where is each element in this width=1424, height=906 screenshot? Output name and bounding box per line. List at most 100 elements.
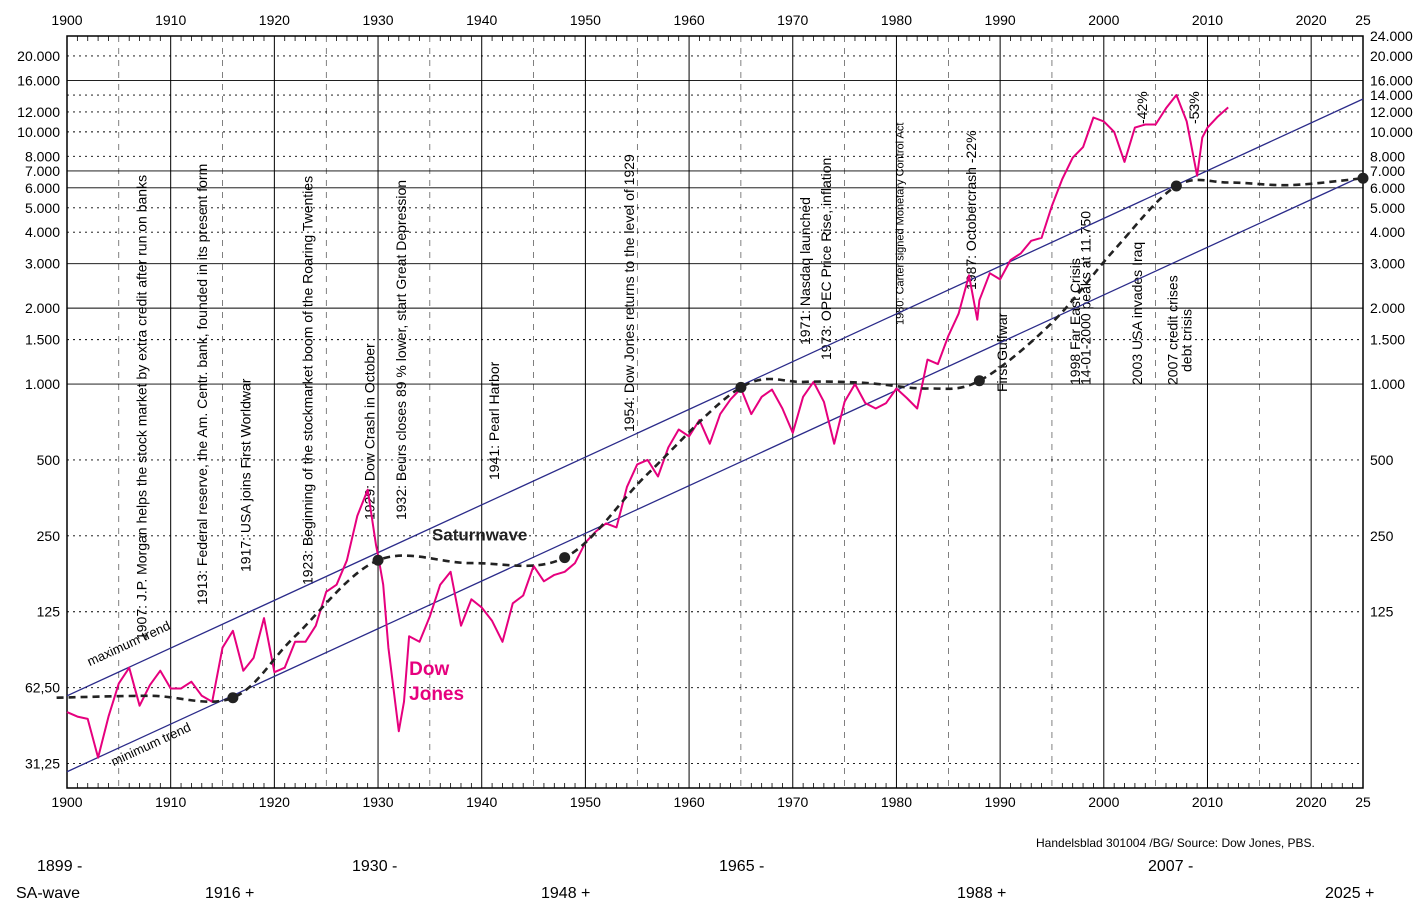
x-tick-label-bottom: 1920 [259, 794, 290, 810]
sa-wave-label: SA-wave [16, 885, 81, 902]
x-tick-label-top: 1920 [259, 12, 290, 28]
x-tick-label-top: 1910 [155, 12, 186, 28]
saturnwave-point [1170, 180, 1182, 192]
x-tick-label-top: 1940 [466, 12, 497, 28]
dow-jones-series [66, 94, 1229, 759]
y-tick-label-right: 8.000 [1370, 148, 1405, 164]
x-tick-label-top: 1970 [777, 12, 808, 28]
minimum-trend-label: minimum trend [109, 719, 193, 769]
y-tick-label-right: 500 [1370, 452, 1394, 468]
saturnwave-point [973, 375, 985, 387]
x-tick-label-top: 2020 [1296, 12, 1327, 28]
y-tick-label-right: 1.000 [1370, 376, 1405, 392]
wave-date-1930: 1930 - [352, 858, 398, 875]
event-label: 1954: Dow Jones returns to the level of … [621, 154, 637, 432]
wave-date-1988: 1988 + [957, 885, 1007, 902]
dow-jones-label-line2: Jones [409, 684, 464, 705]
event-label: 1923: Beginning of the stockmarket boom … [299, 176, 315, 585]
tick-labels: 1900 1900 1910 1910 1920 1920 1930 1930 1940 1940… [17, 12, 1413, 810]
plot-frame [66, 35, 1364, 789]
x-tick-label-top: 1900 [51, 12, 82, 28]
y-tick-label-left: 16.000 [17, 72, 60, 88]
x-tick-label-bottom: 1960 [674, 794, 705, 810]
source-note: Handelsblad 301004 /BG/ Source: Dow Jone… [1036, 836, 1315, 850]
y-tick-label-left: 20.000 [17, 48, 60, 64]
saturnwave-point [227, 692, 239, 704]
saturnwave-label: Saturnwave [432, 525, 527, 544]
wave-date-1916: 1916 + [205, 885, 255, 902]
y-tick-label-left: 7.000 [25, 163, 60, 179]
y-tick-label-left: 500 [37, 452, 61, 468]
wave-date-1965: 1965 - [719, 858, 765, 875]
saturnwave-point [735, 381, 747, 393]
dow-jones-chart: 1900 1900 1910 1910 1920 1920 1930 1930 1940 1940… [17, 12, 1413, 810]
x-tick-label-top: 1990 [985, 12, 1016, 28]
wave-date-1899: 1899 - [37, 858, 83, 875]
x-tick-label-bottom: 1970 [777, 794, 808, 810]
y-tick-label-left: 8.000 [25, 148, 60, 164]
y-tick-label-left: 10.000 [17, 124, 60, 140]
y-tick-label-right: 20.000 [1370, 48, 1413, 64]
y-tick-label-right: 16.000 [1370, 72, 1413, 88]
event-label: 1913: Federal reserve, the Am. Centr. ba… [194, 164, 210, 605]
x-tick-label-bottom: 25 [1355, 794, 1371, 810]
event-label: -42% [1134, 91, 1150, 124]
x-tick-label-top: 25 [1355, 12, 1371, 28]
x-tick-label-top: 1980 [881, 12, 912, 28]
y-tick-label-left: 4.000 [25, 224, 60, 240]
event-label: 1917: USA joins First Worldwar [237, 378, 253, 572]
maximum-trend-line [66, 98, 1364, 697]
x-tick-label-top: 2000 [1088, 12, 1119, 28]
y-tick-label-left: 250 [37, 528, 61, 544]
y-tick-label-right: 1.500 [1370, 332, 1405, 348]
x-tick-label-top: 2010 [1192, 12, 1223, 28]
y-tick-label-right: 125 [1370, 604, 1394, 620]
saturnwave-point [559, 552, 571, 564]
maximum-trend-label: maximum trend [85, 618, 173, 669]
y-tick-label-right: 7.000 [1370, 163, 1405, 179]
y-tick-label-right: 12.000 [1370, 104, 1413, 120]
x-tick-label-bottom: 1980 [881, 794, 912, 810]
minimum-trend-line [66, 175, 1364, 773]
event-label: 1941: Pearl Harbor [486, 361, 502, 480]
x-tick-label-top: 1960 [674, 12, 705, 28]
y-tick-label-right: 3.000 [1370, 256, 1405, 272]
dow-jones-label-line1: Dow [409, 659, 449, 680]
event-label: 1907: J.P. Morgan helps the stock market… [134, 175, 150, 640]
y-tick-label-right: 6.000 [1370, 180, 1405, 196]
event-label: -53% [1186, 91, 1202, 124]
y-tick-label-left: 5.000 [25, 200, 60, 216]
saturnwave-point [1357, 172, 1369, 184]
x-tick-label-bottom: 2010 [1192, 794, 1223, 810]
x-tick-label-bottom: 1900 [51, 794, 82, 810]
trend-lines [66, 98, 1364, 773]
event-label: debt crisis [1179, 309, 1195, 372]
event-label: First Gulfwar [994, 312, 1010, 392]
wave-date-2025: 2025 + [1325, 885, 1375, 902]
event-label: 1987: Octobercrash -22% [963, 130, 979, 290]
event-label: 1998 Far East Crisis [1067, 258, 1083, 385]
grid [66, 35, 1364, 789]
x-tick-label-bottom: 2000 [1088, 794, 1119, 810]
wave-date-1948: 1948 + [541, 885, 591, 902]
y-tick-label-left: 62,50 [25, 680, 60, 696]
y-tick-label-right: 2.000 [1370, 300, 1405, 316]
x-tick-label-top: 1930 [362, 12, 393, 28]
y-tick-label-left: 31,25 [25, 756, 60, 772]
y-tick-label-right: 4.000 [1370, 224, 1405, 240]
saturnwave-line [56, 176, 1364, 703]
x-tick-label-bottom: 1950 [570, 794, 601, 810]
saturnwave-point [372, 554, 384, 566]
event-label: 2007 credit crises [1164, 275, 1180, 385]
x-tick-label-bottom: 1990 [985, 794, 1016, 810]
x-tick-label-bottom: 1940 [466, 794, 497, 810]
event-annotations: 1907: J.P. Morgan helps the stock market… [134, 91, 1202, 640]
wave-date-2007: 2007 - [1148, 858, 1194, 875]
x-tick-label-bottom: 2020 [1296, 794, 1327, 810]
y-tick-label-left: 12.000 [17, 104, 60, 120]
x-tick-label-bottom: 1930 [362, 794, 393, 810]
event-label: 1929: Dow Crash in October [362, 343, 378, 520]
saturnwave-series [56, 172, 1369, 704]
event-label: 1971: Nasdaq launched [797, 197, 813, 345]
y-tick-label-left: 1.000 [25, 376, 60, 392]
